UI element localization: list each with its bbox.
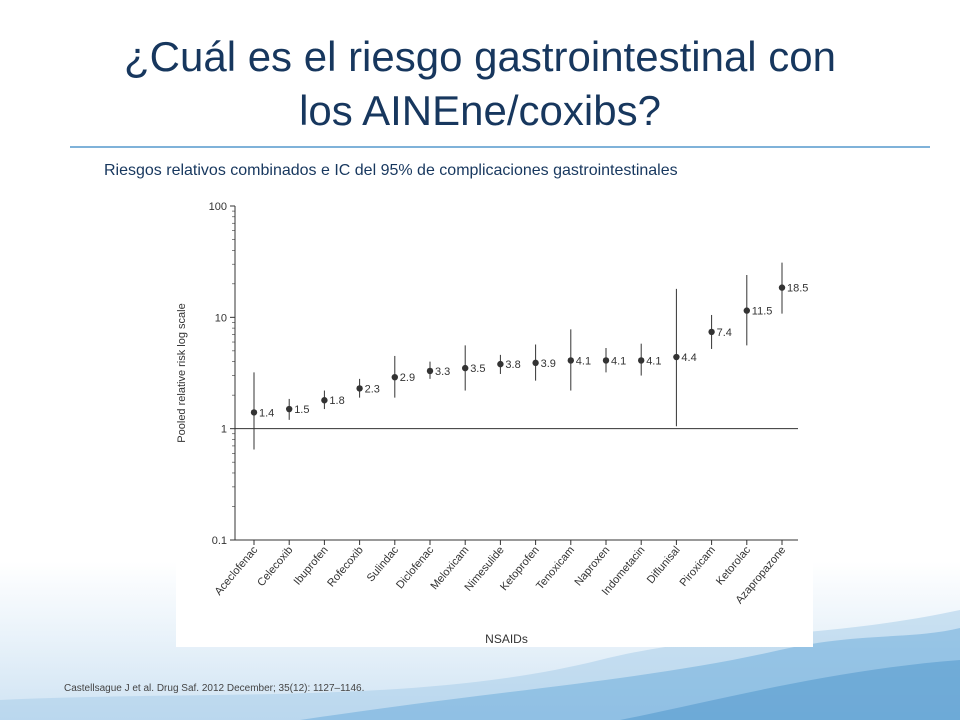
chart-panel: 0.1 1 10 100 Pooled relative risk log scale 1…	[176, 200, 813, 647]
y-axis-title: Pooled relative risk log scale	[176, 303, 188, 442]
y-tick-label: 0.1	[212, 535, 227, 547]
title-divider	[70, 146, 930, 148]
data-label: 7.4	[717, 327, 732, 339]
data-point	[638, 357, 645, 364]
data-point	[497, 360, 504, 368]
x-tick-label: Aceclofenac	[213, 544, 261, 598]
data-point	[567, 357, 574, 364]
data-point	[250, 409, 258, 416]
x-tick-label: Sulindac	[365, 544, 402, 584]
slide-title-line-1: ¿Cuál es el riesgo gastrointestinal con	[123, 33, 837, 80]
data-label: 1.4	[259, 407, 274, 419]
data-point	[321, 397, 328, 404]
slide-title-line-2: los AINEne/coxibs?	[299, 87, 661, 134]
slide-subtitle: Riesgos relativos combinados e IC del 95…	[104, 162, 678, 179]
slide-title: ¿Cuál es el riesgo gastrointestinal con …	[40, 30, 920, 138]
y-tick-label: 1	[221, 424, 227, 436]
data-label: 4.1	[611, 355, 626, 367]
data-label: 4.1	[646, 355, 661, 367]
data-label: 1.5	[294, 404, 309, 416]
data-point	[708, 328, 715, 336]
data-point	[462, 364, 469, 372]
data-label: 3.8	[505, 359, 520, 371]
data-label: 4.1	[576, 355, 591, 367]
data-point	[602, 357, 610, 364]
data-point	[426, 367, 434, 375]
data-label: 18.5	[787, 283, 808, 295]
y-tick-label: 10	[215, 312, 227, 324]
data-point	[532, 359, 539, 367]
data-label: 1.8	[329, 395, 344, 407]
data-point	[673, 353, 680, 361]
data-label: 2.9	[400, 372, 415, 384]
data-label: 3.9	[541, 358, 556, 370]
data-label: 3.5	[470, 363, 485, 375]
citation-footnote: Castellsague J et al. Drug Saf. 2012 Dec…	[64, 683, 365, 694]
data-point	[778, 284, 786, 291]
data-label: 3.3	[435, 366, 450, 378]
y-tick-label: 100	[209, 201, 227, 213]
data-label: 4.4	[681, 352, 696, 364]
x-tick-label: Diflunisal	[645, 544, 683, 586]
data-label: 2.3	[365, 383, 380, 395]
x-axis-title: NSAIDs	[485, 632, 528, 646]
x-tick-label: Piroxicam	[678, 544, 718, 589]
forest-chart: 0.1 1 10 100 Pooled relative risk log scale 1…	[176, 201, 808, 646]
data-label: 11.5	[752, 306, 773, 318]
data-point	[391, 373, 398, 381]
data-point	[743, 307, 750, 314]
x-tick-label: Rofecoxib	[325, 544, 366, 589]
data-point	[356, 385, 363, 392]
data-point	[286, 405, 293, 413]
x-tick-label: Celecoxib	[255, 544, 295, 589]
